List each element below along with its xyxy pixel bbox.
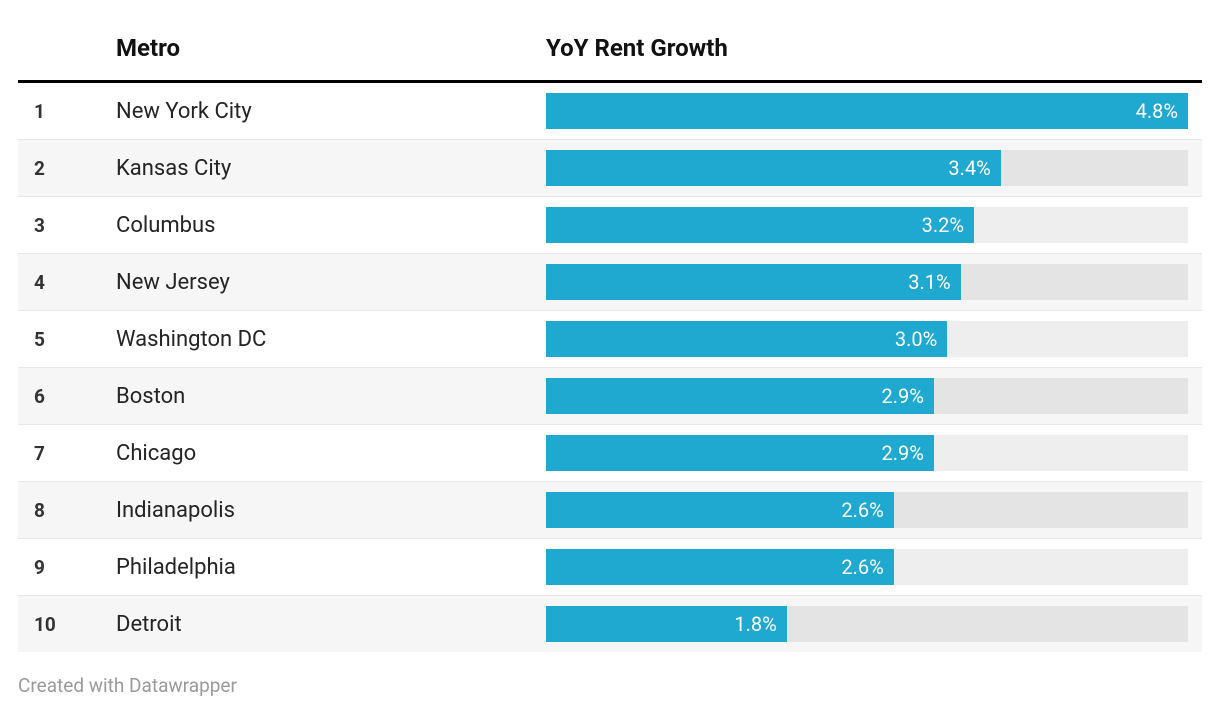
table-row: 4New Jersey 3.1% [18, 254, 1202, 311]
metro-cell: Indianapolis [108, 482, 538, 539]
bar-track: 1.8% [546, 606, 1188, 642]
rank-cell: 4 [18, 254, 108, 311]
bar-value-label: 3.2% [922, 213, 964, 237]
bar-fill: 4.8% [546, 93, 1188, 129]
table-row: 5Washington DC 3.0% [18, 311, 1202, 368]
bar-track: 2.6% [546, 549, 1188, 585]
rank-cell: 3 [18, 197, 108, 254]
metro-cell: New Jersey [108, 254, 538, 311]
growth-cell: 4.8% [538, 82, 1202, 140]
table-row: 3Columbus 3.2% [18, 197, 1202, 254]
bar-value-label: 2.9% [881, 441, 923, 465]
growth-cell: 1.8% [538, 596, 1202, 653]
bar-track: 3.4% [546, 150, 1188, 186]
bar-fill: 3.4% [546, 150, 1001, 186]
table-row: 7Chicago 2.9% [18, 425, 1202, 482]
metro-cell: Chicago [108, 425, 538, 482]
rank-cell: 8 [18, 482, 108, 539]
bar-value-label: 2.6% [841, 555, 883, 579]
metro-cell: Washington DC [108, 311, 538, 368]
bar-track: 2.9% [546, 435, 1188, 471]
table-row: 2Kansas City 3.4% [18, 140, 1202, 197]
growth-cell: 3.1% [538, 254, 1202, 311]
header-growth: YoY Rent Growth [538, 24, 1202, 82]
header-rank [18, 24, 108, 82]
table-row: 6Boston 2.9% [18, 368, 1202, 425]
rank-cell: 2 [18, 140, 108, 197]
growth-cell: 3.0% [538, 311, 1202, 368]
bar-fill: 2.9% [546, 378, 934, 414]
bar-value-label: 3.0% [895, 327, 937, 351]
bar-fill: 2.6% [546, 492, 894, 528]
bar-fill: 1.8% [546, 606, 787, 642]
rank-cell: 9 [18, 539, 108, 596]
rank-cell: 7 [18, 425, 108, 482]
bar-track: 4.8% [546, 93, 1188, 129]
chart-container: Metro YoY Rent Growth 1New York City 4.8%… [0, 0, 1220, 715]
bar-track: 3.2% [546, 207, 1188, 243]
chart-footer: Created with Datawrapper [18, 674, 1202, 697]
metro-cell: Detroit [108, 596, 538, 653]
bar-track: 2.6% [546, 492, 1188, 528]
table-body: 1New York City 4.8% 2Kansas City 3.4% 3Colum… [18, 82, 1202, 653]
bar-fill: 3.1% [546, 264, 961, 300]
header-metro: Metro [108, 24, 538, 82]
bar-value-label: 4.8% [1136, 99, 1178, 123]
bar-track: 3.1% [546, 264, 1188, 300]
bar-fill: 2.6% [546, 549, 894, 585]
bar-fill: 3.2% [546, 207, 974, 243]
table-row: 8Indianapolis 2.6% [18, 482, 1202, 539]
metro-cell: New York City [108, 82, 538, 140]
bar-value-label: 3.1% [908, 270, 950, 294]
metro-cell: Boston [108, 368, 538, 425]
bar-fill: 2.9% [546, 435, 934, 471]
rank-cell: 6 [18, 368, 108, 425]
growth-cell: 2.9% [538, 368, 1202, 425]
rank-cell: 1 [18, 82, 108, 140]
bar-value-label: 3.4% [948, 156, 990, 180]
growth-cell: 3.4% [538, 140, 1202, 197]
metro-cell: Columbus [108, 197, 538, 254]
bar-fill: 3.0% [546, 321, 947, 357]
table-row: 10Detroit 1.8% [18, 596, 1202, 653]
rank-cell: 5 [18, 311, 108, 368]
table-row: 1New York City 4.8% [18, 82, 1202, 140]
rank-cell: 10 [18, 596, 108, 653]
rent-growth-table: Metro YoY Rent Growth 1New York City 4.8%… [18, 24, 1202, 652]
bar-value-label: 2.9% [881, 384, 923, 408]
table-header-row: Metro YoY Rent Growth [18, 24, 1202, 82]
bar-value-label: 1.8% [734, 612, 776, 636]
metro-cell: Kansas City [108, 140, 538, 197]
growth-cell: 2.6% [538, 482, 1202, 539]
table-row: 9Philadelphia 2.6% [18, 539, 1202, 596]
bar-track: 3.0% [546, 321, 1188, 357]
bar-value-label: 2.6% [841, 498, 883, 522]
growth-cell: 3.2% [538, 197, 1202, 254]
metro-cell: Philadelphia [108, 539, 538, 596]
bar-track: 2.9% [546, 378, 1188, 414]
growth-cell: 2.6% [538, 539, 1202, 596]
growth-cell: 2.9% [538, 425, 1202, 482]
